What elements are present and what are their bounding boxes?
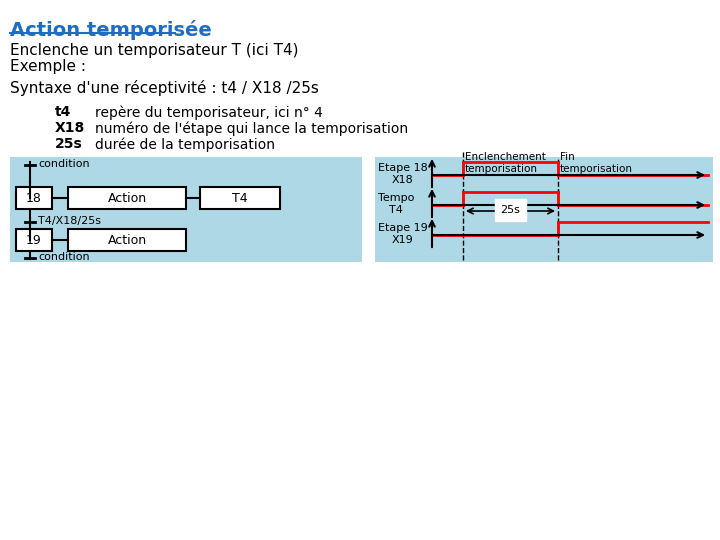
Text: Etape 19
X19: Etape 19 X19 <box>378 223 428 245</box>
Text: condition: condition <box>38 252 89 262</box>
Text: durée de la temporisation: durée de la temporisation <box>95 137 275 152</box>
Text: Enclenche un temporisateur T (ici T4): Enclenche un temporisateur T (ici T4) <box>10 43 299 58</box>
Text: Exemple :: Exemple : <box>10 59 86 74</box>
Text: 19: 19 <box>26 233 42 246</box>
Text: numéro de l'étape qui lance la temporisation: numéro de l'étape qui lance la temporisa… <box>95 121 408 136</box>
Text: X18: X18 <box>55 121 85 135</box>
Text: Action: Action <box>107 192 147 205</box>
Bar <box>375 157 713 262</box>
Text: 25s: 25s <box>55 137 83 151</box>
Text: 18: 18 <box>26 192 42 205</box>
Text: Action: Action <box>107 233 147 246</box>
Text: Action temporisée: Action temporisée <box>10 20 212 40</box>
Text: Tempo
T4: Tempo T4 <box>378 193 415 215</box>
Text: t4: t4 <box>55 105 71 119</box>
Text: condition: condition <box>38 159 89 169</box>
Text: Enclenchement
temporisation: Enclenchement temporisation <box>465 152 546 173</box>
Text: 25s: 25s <box>500 205 521 215</box>
Text: Fin
temporisation: Fin temporisation <box>560 152 633 173</box>
Bar <box>200 187 280 209</box>
Text: Etape 18
X18: Etape 18 X18 <box>378 163 428 185</box>
Text: Syntaxe d'une réceptivité : t4 / X18 /25s: Syntaxe d'une réceptivité : t4 / X18 /25… <box>10 80 319 96</box>
Text: T4: T4 <box>232 192 248 205</box>
Bar <box>16 229 52 251</box>
Bar <box>10 157 362 262</box>
Bar <box>16 187 52 209</box>
Text: repère du temporisateur, ici n° 4: repère du temporisateur, ici n° 4 <box>95 105 323 119</box>
Bar <box>68 229 186 251</box>
Bar <box>68 187 186 209</box>
Text: T4/X18/25s: T4/X18/25s <box>38 216 101 226</box>
